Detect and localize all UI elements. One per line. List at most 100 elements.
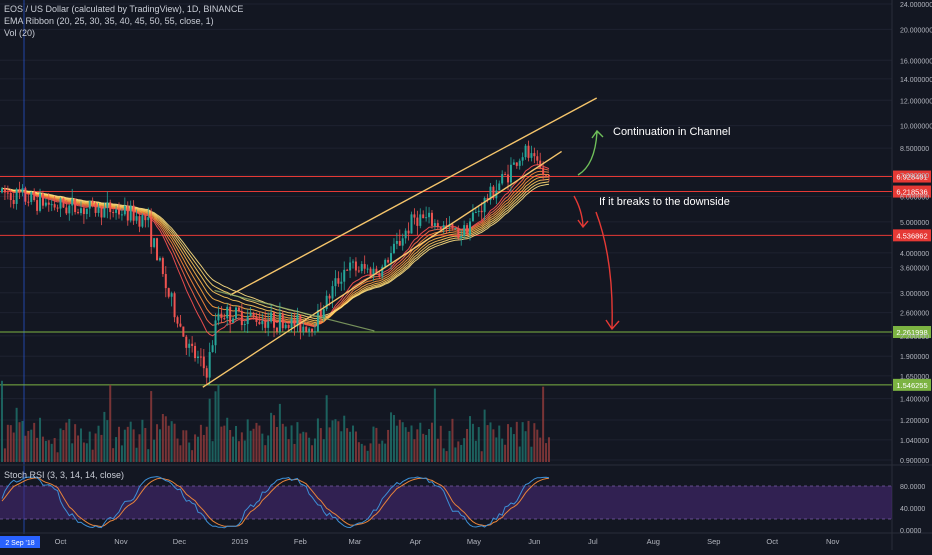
- time-tick-label: Feb: [294, 537, 307, 546]
- price-tick-label: 5.000000: [900, 220, 929, 227]
- volume-bar: [53, 438, 56, 462]
- volume-bar: [47, 440, 50, 462]
- candle-body: [483, 197, 486, 213]
- volume-bar: [208, 398, 211, 462]
- candle-body: [451, 224, 454, 229]
- volume-bar: [15, 407, 18, 462]
- volume-bar: [62, 430, 65, 462]
- level-price-label: 6.218536: [896, 188, 927, 197]
- volume-bar: [512, 434, 515, 462]
- candle-body: [293, 318, 296, 327]
- candle-body: [533, 153, 536, 157]
- candle-body: [229, 306, 232, 323]
- price-tick-label: 0.900000: [900, 458, 929, 465]
- candle-body: [135, 216, 138, 221]
- candle-body: [56, 207, 59, 209]
- candle-body: [39, 193, 42, 211]
- channel-line: [229, 97, 598, 296]
- price-axis[interactable]: 6.928491 6.218536 4.536862 2.261998 1.546255…: [893, 2, 932, 535]
- candle-body: [74, 198, 77, 213]
- volume-bar: [416, 429, 419, 462]
- candle-body: [249, 312, 252, 316]
- candle-body: [477, 210, 480, 212]
- candle-body: [41, 193, 44, 206]
- volume-bar: [507, 424, 510, 462]
- candle-body: [278, 313, 281, 332]
- candle-body: [460, 236, 463, 238]
- volume-bar: [135, 447, 138, 462]
- volume-bar: [515, 421, 518, 462]
- candle-body: [261, 320, 264, 325]
- candle-body: [407, 230, 410, 234]
- candle-body: [384, 259, 387, 267]
- volume-bar: [498, 425, 501, 462]
- volume-bar: [480, 451, 483, 462]
- volume-bar: [109, 384, 112, 462]
- candle-body: [88, 200, 91, 209]
- candle-body: [521, 157, 524, 161]
- volume-bar: [191, 450, 194, 462]
- candle-body: [44, 202, 47, 206]
- candle-body: [132, 205, 135, 221]
- volume-bar: [419, 422, 422, 462]
- level-price-label: 4.536862: [896, 231, 927, 240]
- drawings: [202, 97, 620, 388]
- volume-bar: [536, 429, 539, 462]
- candle-body: [527, 145, 530, 158]
- volume-bar: [331, 420, 334, 462]
- stoch-rsi-label[interactable]: Stoch RSI (3, 3, 14, 14, close): [4, 470, 125, 480]
- volume-bar: [425, 434, 428, 462]
- volume-bar: [474, 440, 477, 462]
- volume-bar: [430, 422, 433, 462]
- legend: EOS / US Dollar (calculated by TradingVi…: [4, 3, 243, 39]
- candle-body: [454, 228, 457, 230]
- volume-bar: [138, 434, 141, 462]
- breakdown-arrow-short: [573, 195, 589, 229]
- candle-body: [199, 356, 202, 358]
- volume-bar: [237, 441, 240, 462]
- volume-bar: [369, 443, 372, 462]
- volume-bar: [150, 391, 153, 462]
- volume-bar: [199, 424, 202, 462]
- volume-bar: [469, 416, 471, 462]
- volume-bar: [164, 416, 167, 462]
- candle-body: [311, 328, 314, 332]
- volume-bar: [366, 450, 369, 462]
- ema-line-20: [1, 164, 550, 337]
- volume-bar: [375, 427, 378, 462]
- volume-bar: [316, 418, 319, 462]
- candle-body: [91, 200, 94, 204]
- candle-body: [59, 198, 62, 209]
- candle-body: [12, 200, 15, 204]
- candle-body: [340, 281, 343, 284]
- symbol-title[interactable]: EOS / US Dollar (calculated by TradingVi…: [4, 4, 244, 14]
- price-tick-label: 14.000000: [900, 77, 932, 84]
- candle-body: [547, 174, 550, 176]
- volume-bar: [322, 439, 325, 462]
- stoch-rsi-panel: [0, 476, 892, 529]
- volume-bar: [401, 422, 404, 462]
- trendline-down: [214, 289, 375, 332]
- time-axis[interactable]: Oct Nov Dec 2019 Feb Mar Apr May Jun Jul Aug Sep Oct…: [0, 536, 840, 548]
- volume-bar: [319, 428, 322, 462]
- volume-bar: [466, 428, 469, 462]
- candle-body: [507, 174, 510, 183]
- ema-ribbon-label[interactable]: EMA Ribbon (20, 25, 30, 35, 40, 45, 50, …: [4, 16, 214, 26]
- volume-label[interactable]: Vol (20): [4, 28, 36, 38]
- volume-bar: [202, 434, 205, 462]
- candle-body: [141, 215, 144, 227]
- candle-body: [252, 312, 255, 317]
- volume-bar: [448, 430, 451, 462]
- volume-bar: [278, 403, 281, 462]
- volume-bar: [533, 423, 536, 462]
- volume-bar: [167, 425, 170, 462]
- volume-bar: [100, 434, 103, 462]
- candle-body: [167, 288, 170, 297]
- candle-body: [208, 352, 211, 378]
- candle-body: [196, 356, 199, 359]
- candle-body: [267, 321, 270, 328]
- volume-bar: [422, 433, 425, 462]
- candle-body: [416, 217, 419, 226]
